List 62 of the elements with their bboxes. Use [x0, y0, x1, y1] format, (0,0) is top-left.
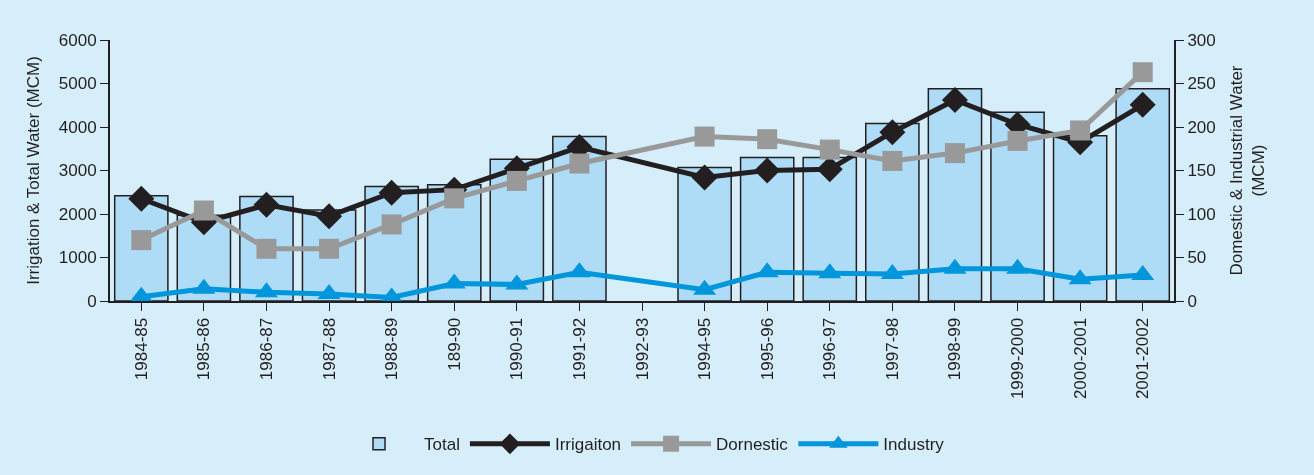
x-tick-label: 1986-87 — [256, 317, 276, 381]
y2-tick-label: 300 — [1187, 30, 1216, 50]
point — [316, 203, 343, 230]
y-tick-label: 2000 — [58, 204, 97, 224]
x-tick-label: 1994-95 — [695, 317, 715, 381]
y-tick-label: 6000 — [58, 30, 97, 50]
y2-axis-title: Domestic & Industrial Water (MCM) — [1226, 65, 1268, 276]
point — [193, 200, 214, 221]
x-tick-label: 2001-2002 — [1133, 317, 1153, 400]
legend-label: Total — [424, 435, 460, 455]
x-tick-label: 1991-92 — [569, 317, 589, 381]
x-tick-label: 1992-93 — [632, 317, 652, 381]
point — [1129, 91, 1156, 118]
y-tick-label: 0 — [87, 291, 97, 311]
point — [378, 179, 405, 206]
point — [941, 87, 968, 114]
point — [1070, 120, 1091, 141]
x-tick-label: 2000-2001 — [1070, 317, 1090, 400]
x-tick-label: 1984-85 — [131, 317, 151, 381]
legend-label: Irrigaiton — [554, 435, 622, 455]
y2-tick-label: 250 — [1187, 74, 1216, 94]
point — [253, 191, 280, 218]
y2-tick-label: 100 — [1187, 204, 1216, 224]
point — [879, 119, 906, 146]
legend-label: Industry — [883, 435, 945, 455]
y2-tick-label: 150 — [1187, 161, 1216, 181]
point — [757, 129, 778, 150]
point — [1007, 130, 1028, 151]
point — [381, 214, 402, 235]
y2-tick-label: 50 — [1187, 248, 1207, 268]
y-tick-label: 4000 — [58, 117, 97, 137]
y-axis-title: Irrigation & Total Water (MCM) — [23, 56, 43, 285]
point — [256, 238, 277, 259]
x-tick-label: 189-90 — [444, 317, 464, 371]
x-tick-label: 1998-99 — [945, 317, 965, 381]
x-tick-label: 1985-86 — [194, 317, 214, 381]
point — [1132, 62, 1153, 83]
point — [569, 153, 590, 174]
y2-tick-label: 0 — [1187, 291, 1197, 311]
point — [444, 188, 465, 209]
x-tick-label: 1999-2000 — [1008, 317, 1028, 400]
y2-tick-label: 200 — [1187, 117, 1216, 137]
point — [131, 230, 152, 251]
y-tick-label: 1000 — [58, 248, 97, 268]
y-tick-label: 3000 — [58, 161, 97, 181]
point — [819, 139, 840, 160]
legend-label: Dornestic — [716, 435, 789, 455]
point — [319, 238, 340, 259]
x-tick-label: 1990-91 — [507, 317, 527, 381]
x-tick-label: 1988-89 — [382, 317, 402, 381]
x-tick-label: 1995-96 — [757, 317, 777, 381]
x-tick-label: 1997-98 — [882, 317, 902, 381]
point — [944, 143, 965, 164]
x-tick-label: 1996-97 — [820, 317, 840, 381]
point — [506, 170, 527, 191]
point — [694, 126, 715, 147]
point — [691, 164, 718, 191]
point — [754, 157, 781, 184]
x-tick-label: 1987-88 — [319, 317, 339, 381]
y-tick-label: 5000 — [58, 74, 97, 94]
point — [128, 185, 155, 212]
point — [882, 150, 903, 171]
